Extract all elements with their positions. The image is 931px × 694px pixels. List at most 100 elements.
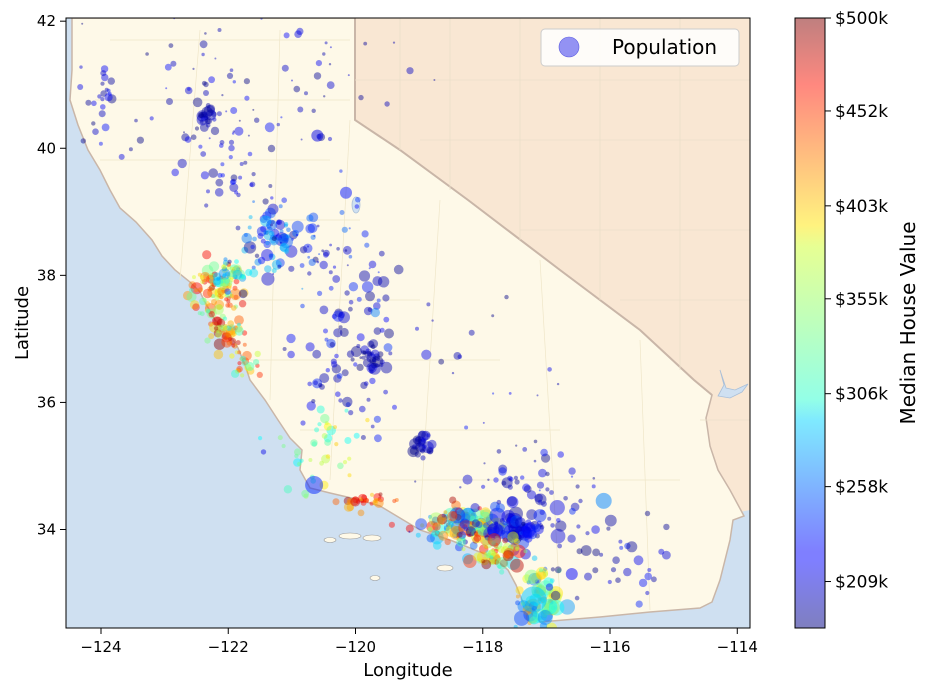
data-point [462, 539, 468, 545]
data-point [324, 41, 328, 45]
data-point [197, 311, 202, 316]
data-point [260, 238, 266, 244]
data-point [201, 106, 213, 118]
data-point [100, 81, 105, 86]
data-point [456, 536, 463, 542]
data-point [523, 485, 532, 493]
data-point [261, 272, 275, 286]
data-point [225, 303, 230, 308]
data-point [264, 122, 275, 133]
data-point [468, 524, 473, 530]
data-point [421, 430, 431, 441]
data-point [595, 492, 612, 509]
data-point [249, 182, 254, 187]
data-point [480, 526, 488, 533]
data-point [217, 172, 223, 178]
data-point [221, 287, 227, 294]
data-point [510, 518, 517, 524]
data-point [457, 509, 466, 518]
data-point [219, 313, 226, 320]
data-point [528, 572, 541, 586]
data-point [263, 230, 274, 241]
data-point [241, 232, 253, 244]
data-point [455, 534, 460, 539]
scatter-points [77, 18, 671, 628]
data-point [300, 138, 303, 141]
data-point [455, 543, 464, 552]
data-point [220, 162, 225, 167]
data-point [444, 514, 449, 519]
data-point [361, 355, 366, 360]
data-point [270, 238, 276, 244]
data-point [522, 523, 529, 529]
data-point [468, 518, 483, 534]
data-point [350, 496, 361, 507]
data-point [503, 548, 515, 559]
data-point [218, 278, 227, 287]
data-point [496, 449, 502, 454]
data-point [499, 559, 508, 568]
data-point [519, 531, 524, 535]
data-point [91, 121, 96, 126]
data-point [461, 507, 475, 521]
data-point [426, 433, 431, 438]
y-tick-label: 38 [37, 266, 56, 284]
data-point [212, 272, 222, 281]
data-point [542, 571, 549, 577]
data-point [372, 357, 377, 363]
data-point [479, 526, 486, 533]
data-point [241, 246, 249, 254]
data-point [332, 310, 344, 322]
data-point [208, 273, 215, 280]
data-point [488, 558, 496, 566]
data-point [365, 291, 375, 302]
data-point [526, 490, 537, 500]
data-point [212, 117, 217, 122]
data-point [377, 351, 384, 358]
data-point [268, 253, 273, 258]
data-point [510, 515, 522, 527]
data-point [214, 188, 224, 197]
data-point [418, 444, 427, 453]
data-point [306, 214, 314, 222]
data-point [323, 328, 328, 334]
data-point [619, 545, 624, 550]
data-point [493, 559, 500, 565]
data-point [431, 516, 439, 524]
data-point [417, 430, 429, 442]
data-point [190, 282, 203, 295]
data-point [319, 373, 330, 384]
data-point [232, 274, 238, 280]
data-point [166, 98, 173, 105]
data-point [221, 332, 232, 343]
data-point [441, 513, 446, 518]
data-point [199, 40, 208, 49]
data-point [504, 522, 509, 527]
y-axis-label: Latitude [12, 286, 33, 360]
data-point [450, 510, 458, 519]
colorbar-tick-label: $452k [835, 102, 888, 122]
data-point [327, 136, 333, 142]
data-point [487, 532, 502, 547]
data-point [415, 532, 421, 538]
data-point [462, 553, 474, 565]
data-point [486, 552, 492, 559]
data-point [481, 559, 492, 570]
legend: Population [540, 28, 740, 67]
data-point [286, 227, 291, 233]
data-point [226, 295, 231, 301]
data-point [418, 430, 426, 439]
data-point [377, 496, 384, 503]
data-point [549, 490, 554, 495]
data-point [271, 268, 277, 274]
data-point [369, 351, 374, 356]
data-point [508, 392, 512, 395]
data-point [458, 520, 474, 536]
data-point [257, 233, 264, 239]
colorbar-tick-label: $258k [835, 478, 888, 498]
data-point [299, 458, 304, 463]
data-point [136, 136, 144, 144]
data-point [546, 600, 551, 604]
data-point [275, 219, 286, 230]
data-point [430, 530, 444, 545]
